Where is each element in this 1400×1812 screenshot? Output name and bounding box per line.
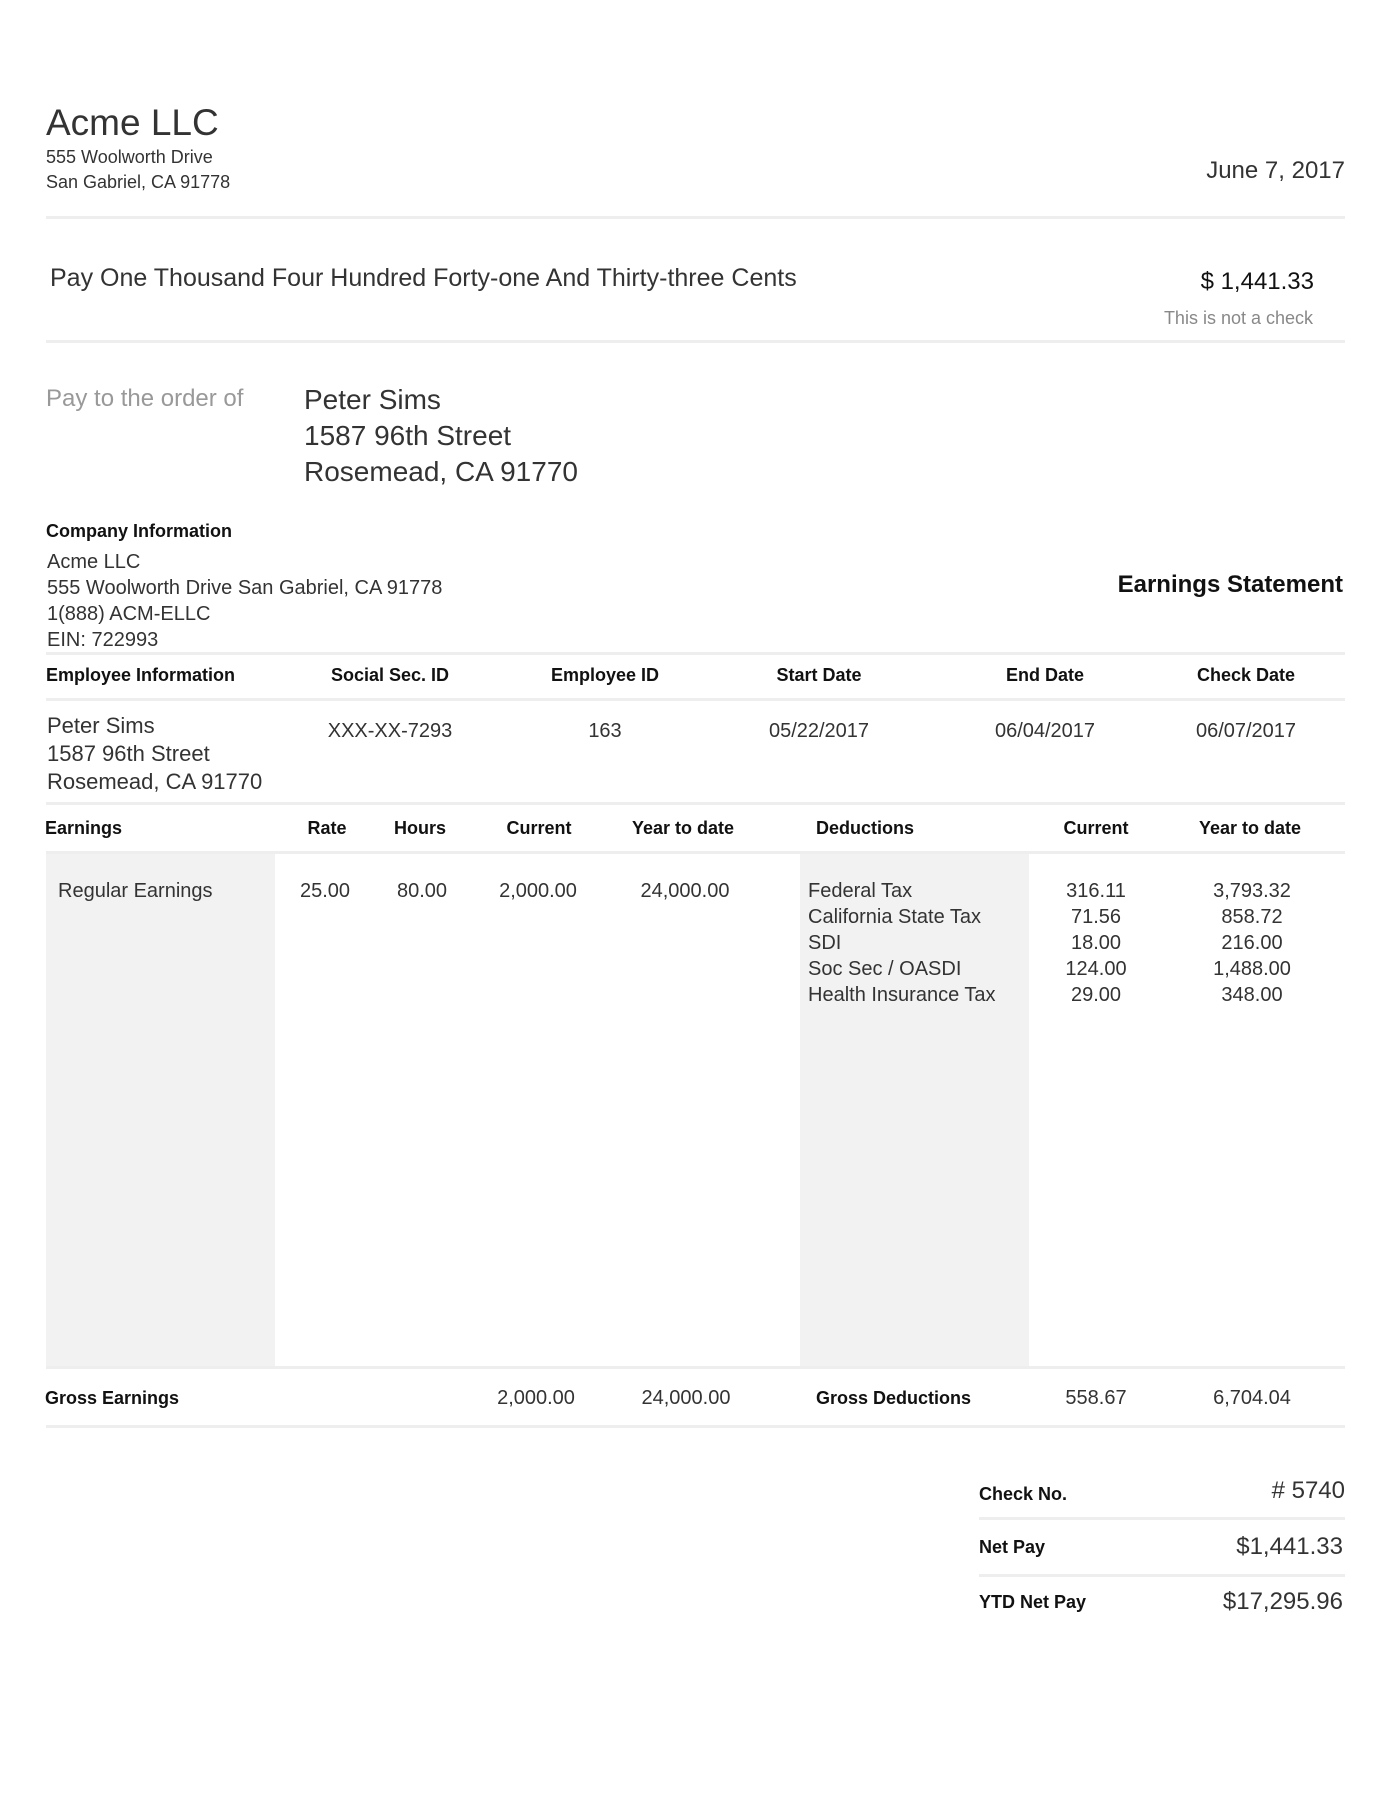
divider bbox=[46, 1425, 1345, 1428]
deduction-current: 71.56 bbox=[1070, 906, 1122, 928]
not-a-check-notice: This is not a check bbox=[1163, 308, 1313, 328]
earning-rate: 25.00 bbox=[299, 880, 351, 902]
employee-start-date: 05/22/2017 bbox=[768, 720, 870, 742]
company-info-ein: EIN: 722993 bbox=[47, 629, 159, 651]
divider bbox=[46, 216, 1345, 219]
employee-check-date: 06/07/2017 bbox=[1195, 720, 1297, 742]
deduction-ytd: 216.00 bbox=[1221, 932, 1283, 954]
header-earnings-current: Current bbox=[506, 818, 572, 838]
statement-date: June 7, 2017 bbox=[1206, 157, 1345, 184]
ytd-net-pay-label: YTD Net Pay bbox=[979, 1592, 1087, 1612]
employee-id: 163 bbox=[588, 720, 622, 742]
header-check-date: Check Date bbox=[1196, 665, 1296, 685]
gross-earnings-label: Gross Earnings bbox=[45, 1388, 180, 1408]
check-number-label: Check No. bbox=[979, 1484, 1068, 1504]
company-info-heading: Company Information bbox=[46, 521, 233, 541]
divider bbox=[46, 851, 1345, 854]
payee-name: Peter Sims bbox=[304, 384, 441, 415]
deduction-current: 124.00 bbox=[1065, 958, 1127, 980]
deduction-name: Federal Tax bbox=[808, 880, 913, 902]
deduction-name: Health Insurance Tax bbox=[808, 984, 996, 1006]
employee-address1: 1587 96th Street bbox=[47, 741, 210, 766]
pay-to-label: Pay to the order of bbox=[46, 385, 244, 412]
company-info-address: 555 Woolworth Drive San Gabriel, CA 9177… bbox=[47, 577, 443, 599]
divider bbox=[46, 1366, 1345, 1369]
gross-earnings-ytd: 24,000.00 bbox=[641, 1387, 731, 1409]
header-end-date: End Date bbox=[1005, 665, 1085, 685]
gross-deductions-ytd: 6,704.04 bbox=[1213, 1387, 1291, 1409]
deduction-ytd: 858.72 bbox=[1221, 906, 1283, 928]
company-info-phone: 1(888) ACM-ELLC bbox=[47, 603, 211, 625]
deduction-current: 29.00 bbox=[1070, 984, 1122, 1006]
header-earnings-ytd: Year to date bbox=[631, 818, 735, 838]
header-employee-info: Employee Information bbox=[46, 665, 236, 685]
company-address-line2: San Gabriel, CA 91778 bbox=[46, 172, 231, 192]
earnings-name-column-bg bbox=[46, 854, 275, 1368]
deduction-ytd: 3,793.32 bbox=[1213, 880, 1291, 902]
payee-address1: 1587 96th Street bbox=[304, 420, 512, 451]
deduction-name: California State Tax bbox=[808, 906, 982, 928]
ytd-net-pay: $17,295.96 bbox=[1222, 1588, 1343, 1615]
divider bbox=[46, 802, 1345, 805]
employee-end-date: 06/04/2017 bbox=[994, 720, 1096, 742]
header-earnings: Earnings bbox=[45, 818, 123, 838]
net-pay-label: Net Pay bbox=[979, 1537, 1046, 1557]
gross-earnings-current: 2,000.00 bbox=[497, 1387, 575, 1409]
header-start-date: Start Date bbox=[776, 665, 862, 685]
divider bbox=[46, 698, 1345, 701]
employee-address2: Rosemead, CA 91770 bbox=[47, 769, 263, 794]
earning-name: Regular Earnings bbox=[58, 880, 213, 902]
deduction-name: SDI bbox=[808, 932, 842, 954]
divider bbox=[46, 652, 1345, 655]
net-pay: $1,441.33 bbox=[1236, 1533, 1343, 1560]
deductions-name-column-bg bbox=[800, 854, 1029, 1368]
gross-deductions-current: 558.67 bbox=[1065, 1387, 1127, 1409]
header-rate: Rate bbox=[307, 818, 347, 838]
header-hours: Hours bbox=[393, 818, 447, 838]
employee-ssn: XXX-XX-7293 bbox=[327, 720, 453, 742]
company-name: Acme LLC bbox=[46, 102, 219, 143]
earning-ytd: 24,000.00 bbox=[640, 880, 730, 902]
employee-name: Peter Sims bbox=[47, 713, 155, 738]
amount-in-words: Pay One Thousand Four Hundred Forty-one … bbox=[50, 264, 797, 292]
divider bbox=[979, 1574, 1345, 1577]
company-info-name: Acme LLC bbox=[47, 551, 141, 573]
deduction-current: 18.00 bbox=[1070, 932, 1122, 954]
header-deductions-ytd: Year to date bbox=[1198, 818, 1302, 838]
deduction-ytd: 348.00 bbox=[1221, 984, 1283, 1006]
deduction-current: 316.11 bbox=[1066, 880, 1126, 902]
divider bbox=[979, 1517, 1345, 1520]
check-number: # 5740 bbox=[1271, 1477, 1345, 1504]
deduction-ytd: 1,488.00 bbox=[1213, 958, 1291, 980]
check-amount: $ 1,441.33 bbox=[1200, 268, 1314, 295]
payee-address2: Rosemead, CA 91770 bbox=[304, 456, 578, 487]
header-employee-id: Employee ID bbox=[550, 665, 660, 685]
deduction-name: Soc Sec / OASDI bbox=[808, 958, 962, 980]
header-deductions-current: Current bbox=[1063, 818, 1129, 838]
divider bbox=[46, 340, 1345, 343]
header-ssn: Social Sec. ID bbox=[330, 665, 450, 685]
earnings-statement-title: Earnings Statement bbox=[1117, 571, 1343, 598]
gross-deductions-label: Gross Deductions bbox=[816, 1388, 972, 1408]
earning-hours: 80.00 bbox=[396, 880, 448, 902]
header-deductions: Deductions bbox=[816, 818, 915, 838]
earning-current: 2,000.00 bbox=[499, 880, 577, 902]
company-address-line1: 555 Woolworth Drive bbox=[46, 147, 213, 167]
